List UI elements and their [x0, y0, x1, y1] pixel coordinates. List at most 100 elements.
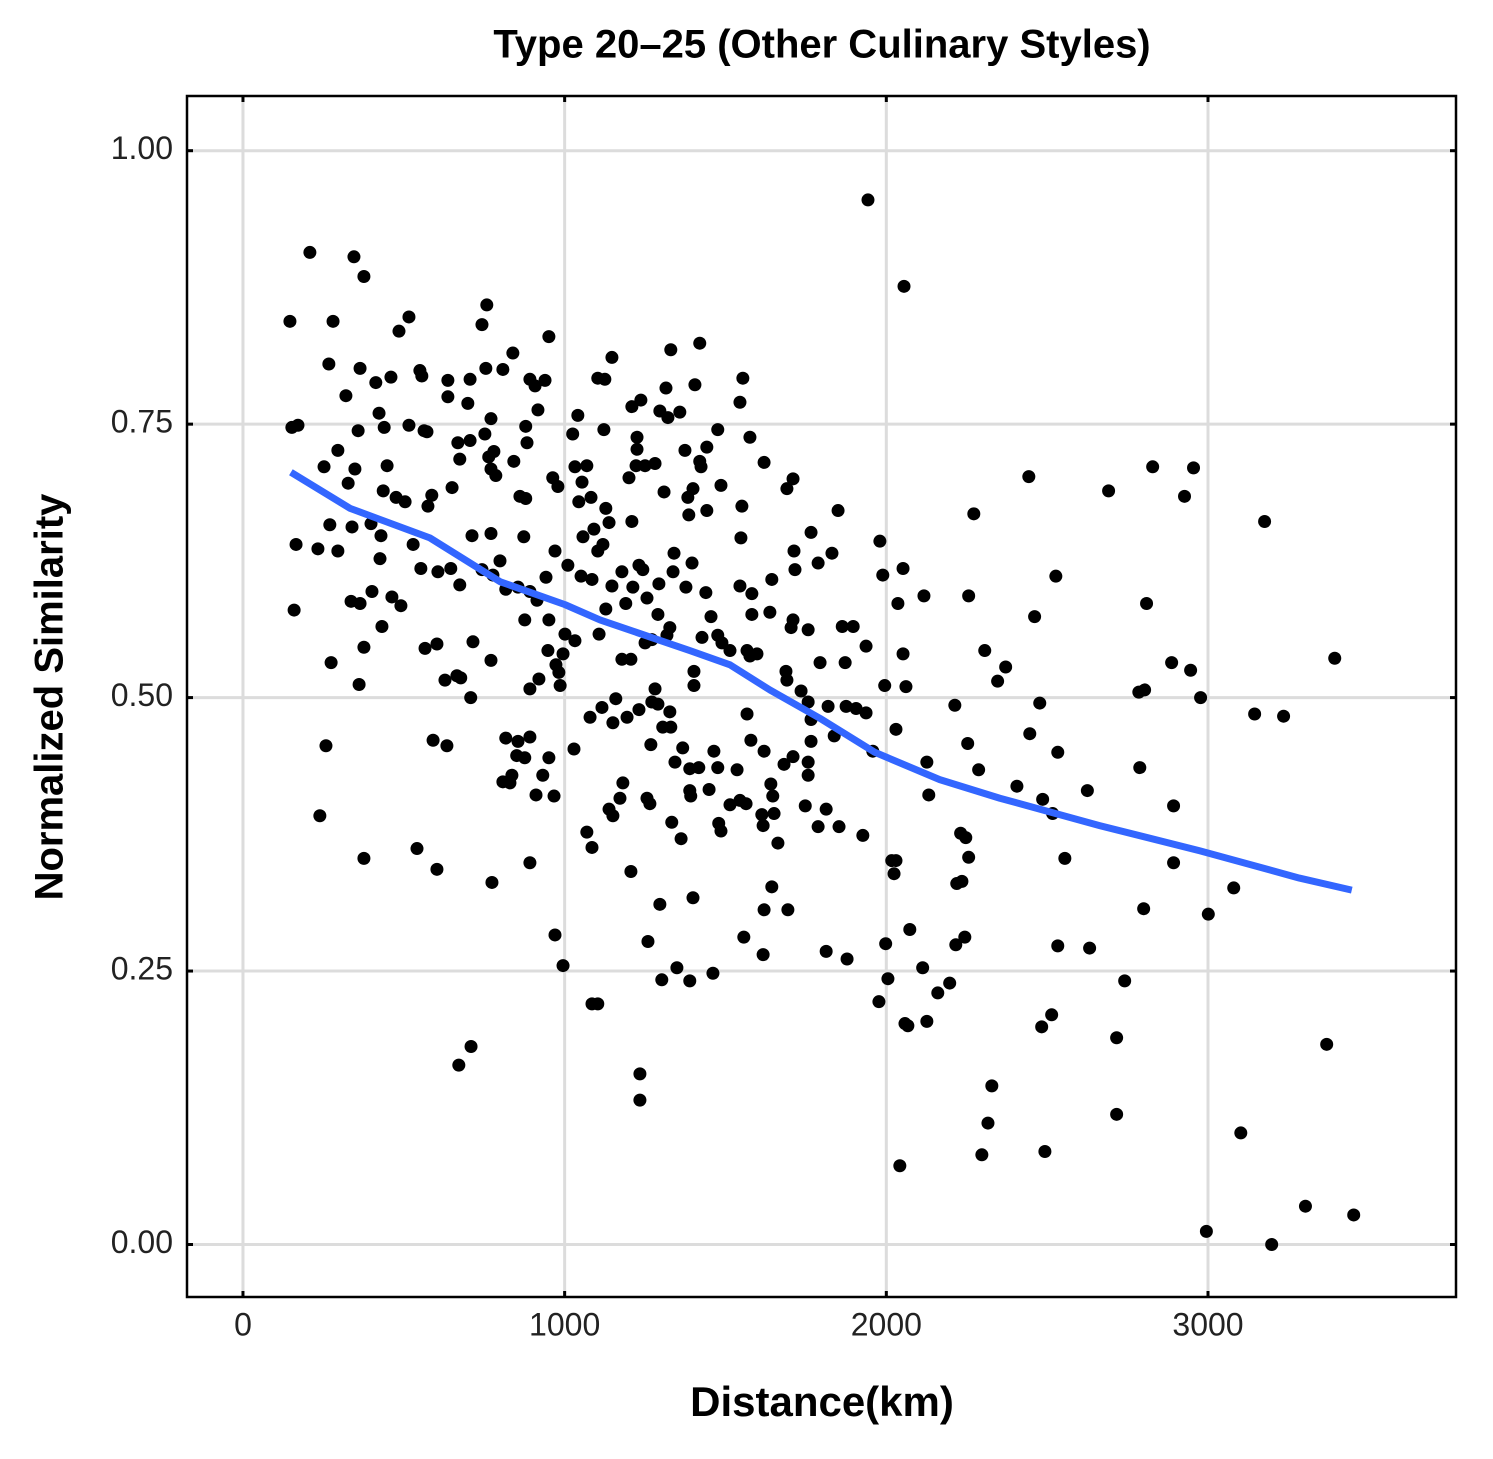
point	[978, 644, 992, 658]
point	[384, 370, 398, 384]
point	[475, 318, 489, 332]
point	[567, 742, 581, 756]
point	[780, 673, 794, 687]
point	[542, 330, 556, 344]
point	[664, 343, 678, 357]
point	[1110, 1031, 1124, 1045]
point	[896, 647, 910, 661]
point	[711, 761, 725, 775]
point	[757, 744, 771, 758]
point	[666, 565, 680, 579]
point	[1083, 941, 1097, 955]
point	[920, 1014, 934, 1028]
point	[345, 520, 359, 534]
point	[420, 425, 434, 439]
point	[1187, 461, 1201, 475]
point	[948, 698, 962, 712]
point	[353, 597, 367, 611]
point	[745, 587, 759, 601]
point	[541, 644, 555, 658]
point	[311, 542, 325, 556]
point	[518, 751, 532, 765]
point	[832, 820, 846, 834]
point	[548, 928, 562, 942]
point	[825, 546, 839, 560]
point	[520, 436, 534, 450]
point	[739, 797, 753, 811]
point	[653, 897, 667, 911]
point	[784, 621, 798, 635]
point	[873, 534, 887, 548]
point	[764, 777, 778, 791]
point	[917, 589, 931, 603]
y-tick-label: 1.00	[111, 130, 173, 166]
point	[846, 619, 860, 633]
point	[702, 782, 716, 796]
point	[831, 504, 845, 518]
point	[571, 408, 585, 422]
point	[1328, 651, 1342, 665]
point	[897, 279, 911, 293]
point	[454, 671, 468, 685]
point	[630, 430, 644, 444]
point	[813, 656, 827, 670]
point	[357, 269, 371, 283]
point	[556, 959, 570, 973]
trend-line	[289, 469, 1353, 894]
point	[661, 411, 675, 425]
point	[374, 529, 388, 543]
point	[609, 692, 623, 706]
point	[999, 660, 1013, 674]
point	[765, 572, 779, 586]
y-tick-label: 0.25	[111, 950, 173, 986]
point	[686, 891, 700, 905]
point	[679, 580, 693, 594]
point	[377, 420, 391, 434]
point	[402, 310, 416, 324]
point	[798, 799, 812, 813]
point	[765, 880, 779, 894]
point	[597, 423, 611, 437]
point	[503, 776, 517, 790]
point	[1199, 1224, 1213, 1238]
point	[1080, 784, 1094, 798]
point	[1023, 727, 1037, 741]
point	[425, 488, 439, 502]
point	[507, 454, 521, 468]
point	[920, 755, 934, 769]
grid	[187, 96, 1456, 1297]
point	[625, 400, 639, 414]
point	[353, 361, 367, 375]
point	[1194, 691, 1208, 705]
point	[523, 856, 537, 870]
point	[493, 554, 507, 568]
point	[553, 679, 567, 693]
point	[291, 418, 305, 432]
point	[591, 544, 605, 558]
point	[692, 761, 706, 775]
point	[981, 1116, 995, 1130]
point	[1234, 1126, 1248, 1140]
point	[780, 482, 794, 496]
point	[523, 730, 537, 744]
point	[655, 973, 669, 987]
point	[322, 357, 336, 371]
point	[975, 1148, 989, 1162]
point	[922, 788, 936, 802]
point	[402, 418, 416, 432]
point	[1118, 974, 1132, 988]
point	[1167, 856, 1181, 870]
point	[566, 427, 580, 441]
point	[743, 649, 757, 663]
point	[323, 518, 337, 532]
point	[392, 324, 406, 338]
point	[440, 739, 454, 753]
point	[899, 680, 913, 694]
point	[801, 623, 815, 637]
y-tick-label: 0.75	[111, 404, 173, 440]
point	[959, 831, 973, 845]
point	[430, 637, 444, 651]
point	[625, 514, 639, 528]
point	[357, 851, 371, 865]
